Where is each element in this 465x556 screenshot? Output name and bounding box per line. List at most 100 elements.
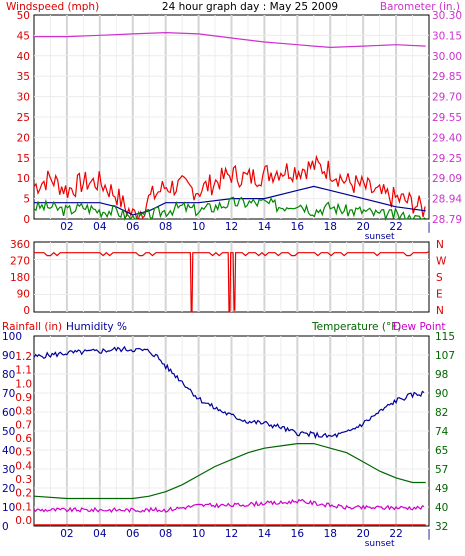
x-tick-label: 22: [389, 221, 402, 233]
wind-average-line: [34, 185, 426, 216]
x-tick-label: 04: [93, 528, 107, 540]
panel-wind-barometer: Windspeed (mph) 24 hour graph day : May …: [6, 1, 462, 242]
temperature-tick: 74: [435, 426, 449, 438]
direction-degree-tick: 90: [17, 289, 30, 301]
barometer-tick: 28.79: [432, 214, 462, 226]
barometer-line: [34, 31, 426, 49]
x-tick-label: |: [427, 221, 431, 233]
windspeed-tick: 45: [17, 30, 30, 42]
x-tick-label: 20: [356, 221, 369, 233]
barometer-axis-label: Barometer (in.): [380, 1, 460, 13]
temperature-tick: 49: [435, 483, 448, 495]
temperature-tick: 82: [435, 407, 448, 419]
x-tick-label: 06: [126, 221, 140, 233]
temperature-tick: 40: [435, 502, 448, 514]
humidity-tick: 60: [2, 407, 15, 419]
plot-grid-1: [34, 15, 429, 219]
direction-degree-tick: 180: [10, 272, 30, 284]
rainfall-tick: 0.1: [15, 501, 32, 513]
temperature-tick: 98: [435, 369, 448, 381]
windspeed-tick: 25: [17, 112, 30, 124]
x-tick-label: 08: [159, 528, 172, 540]
time-tick-labels-3: 02 04 06 08 10 12 14 16 18 20 22 |: [60, 528, 431, 540]
rainfall-tick: 1.1: [15, 365, 32, 377]
windspeed-tick: 5: [23, 194, 30, 206]
barometer-tick: 28.94: [432, 194, 462, 206]
direction-degree-tick: 270: [10, 256, 30, 268]
x-tick-label: 10: [192, 221, 205, 233]
humidity-line: [33, 345, 425, 440]
x-tick-label: 12: [225, 528, 238, 540]
humidity-tick: 50: [2, 426, 15, 438]
humidity-tick: 30: [2, 464, 15, 476]
temperature-tick: 90: [435, 388, 448, 400]
rainfall-tick: 0.8: [15, 406, 32, 418]
panel-humidity-temperature: Rainfall (in) Humidity % Temperature (°F…: [2, 321, 455, 549]
temperature-tick: 115: [435, 331, 455, 343]
windspeed-axis-label: Windspeed (mph): [6, 1, 99, 13]
direction-compass-tick: E: [436, 289, 443, 301]
rainfall-tick: 0.6: [15, 433, 32, 445]
x-tick-label: |: [427, 528, 431, 540]
x-tick-label: 16: [291, 528, 305, 540]
rainfall-tick: 0.2: [15, 488, 32, 500]
direction-line: [34, 251, 430, 313]
x-tick-label: 10: [192, 528, 205, 540]
rainfall-tick: 0.5: [15, 447, 32, 459]
dewpoint-axis-label: Dew Point: [393, 321, 446, 333]
x-tick-label: 20: [356, 528, 369, 540]
wind-direction-line: [34, 251, 430, 313]
windspeed-tick: 50: [17, 10, 30, 22]
x-tick-label: 16: [291, 221, 305, 233]
temperature-tick: 57: [435, 464, 448, 476]
rainfall-tick: 0.9: [15, 392, 32, 404]
rainfall-tick: 0.0: [15, 515, 32, 527]
x-tick-label: 22: [389, 528, 402, 540]
direction-compass-tick: W: [436, 256, 447, 268]
plot-grid-3: [34, 336, 429, 526]
direction-degree-tick: 360: [10, 239, 30, 251]
x-tick-label: 12: [225, 221, 238, 233]
rainfall-tick-labels: 1.2 1.11.0 0.9 0.80.7 0.6 0.50.4 0.3 0.20.1 0.0: [15, 351, 32, 527]
barometer-tick: 29.85: [432, 71, 462, 83]
x-tick-label: 18: [324, 528, 337, 540]
direction-compass-tick: N: [436, 305, 444, 317]
direction-degree-labels: 360 270 180 90 0: [10, 239, 30, 317]
x-tick-label: 02: [60, 528, 73, 540]
sunset-label-3: sunset: [365, 539, 395, 549]
windspeed-tick: 10: [17, 173, 30, 185]
humidity-tick: 100: [2, 331, 22, 343]
barometer-tick: 30.30: [432, 10, 462, 22]
rainfall-tick: 1.2: [15, 351, 32, 363]
x-tick-label: 04: [93, 221, 107, 233]
temperature-tick: 107: [435, 350, 455, 362]
x-tick-label: 08: [159, 221, 172, 233]
x-tick-label: 06: [126, 528, 140, 540]
rainfall-tick: 0.3: [15, 474, 32, 486]
humidity-tick: 40: [2, 445, 15, 457]
x-tick-label: 14: [258, 528, 272, 540]
x-tick-label: 02: [60, 221, 73, 233]
windspeed-tick: 15: [17, 153, 30, 165]
sunset-label-1: sunset: [365, 232, 395, 242]
temperature-line: [33, 443, 426, 500]
windspeed-tick: 35: [17, 71, 30, 83]
humidity-tick: 90: [2, 350, 15, 362]
windspeed-tick: 0: [23, 214, 30, 226]
barometer-tick: 30.00: [432, 51, 462, 63]
barometer-tick: 29.40: [432, 132, 462, 144]
barometer-tick: 29.25: [432, 153, 462, 165]
barometer-tick: 29.09: [432, 173, 462, 185]
wind-speed-line: [33, 196, 426, 222]
time-tick-labels-1: 02 04 06 08 10 12 14 16 18 20 22 |: [60, 221, 431, 233]
windspeed-tick: 40: [17, 51, 30, 63]
humidity-tick: 70: [2, 388, 15, 400]
humidity-tick: 80: [2, 369, 15, 381]
barometer-tick: 29.70: [432, 92, 462, 104]
barometer-tick: 29.55: [432, 112, 462, 124]
dewpoint-line: [33, 498, 425, 513]
